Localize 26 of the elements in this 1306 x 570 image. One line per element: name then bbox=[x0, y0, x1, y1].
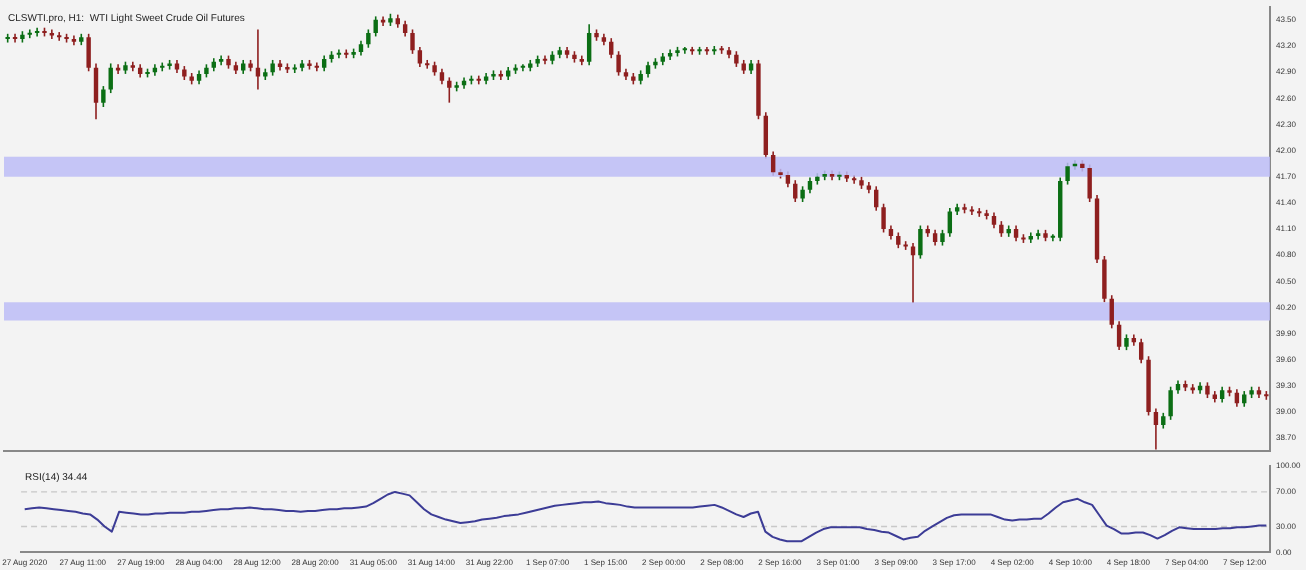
candlestick bbox=[447, 76, 452, 104]
candlestick bbox=[101, 85, 106, 108]
candlestick bbox=[586, 23, 592, 66]
candlestick bbox=[49, 28, 55, 40]
candlestick bbox=[763, 111, 769, 160]
candlestick bbox=[1109, 294, 1114, 330]
candlestick bbox=[1116, 320, 1122, 351]
candlestick bbox=[108, 62, 113, 94]
candlestick bbox=[255, 28, 261, 91]
candlestick bbox=[1168, 385, 1173, 421]
candlestick bbox=[410, 28, 415, 55]
candlestick bbox=[918, 224, 923, 260]
candlestick bbox=[86, 33, 91, 73]
candlestick bbox=[366, 28, 371, 49]
candlestick bbox=[609, 37, 614, 60]
candlestick bbox=[417, 46, 423, 68]
candlestick bbox=[793, 179, 798, 203]
candlestick bbox=[616, 50, 621, 77]
candlestick bbox=[498, 69, 504, 81]
candlestick bbox=[1153, 407, 1159, 451]
candlestick bbox=[1102, 255, 1107, 303]
candlestick bbox=[93, 62, 99, 121]
candlestick bbox=[910, 242, 916, 304]
candlestick bbox=[1138, 337, 1144, 364]
candlestick bbox=[881, 202, 886, 234]
candlestick bbox=[373, 15, 378, 38]
